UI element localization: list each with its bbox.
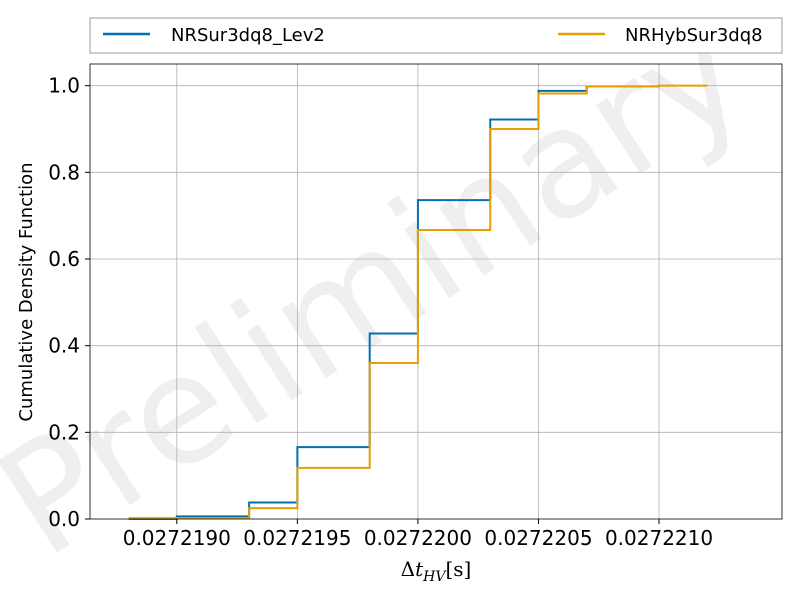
- y-axis-title: Cumulative Density Function: [16, 162, 37, 421]
- legend-label-nrhybsur: NRHybSur3dq8: [625, 25, 763, 46]
- series-line-nrhybsur3dq8: [128, 84, 708, 520]
- legend-box: [89, 17, 783, 54]
- x-tick-label: 0.0272190: [123, 526, 231, 550]
- x-tick-label: 0.0272200: [364, 526, 472, 550]
- y-tick-label: 0.0: [48, 507, 80, 531]
- y-tick-label: 0.2: [48, 420, 80, 444]
- x-ticks: 0.0272190 0.0272195 0.0272200 0.0272205 0.02…: [123, 519, 713, 550]
- plot-frame: [89, 63, 783, 520]
- x-tick-label: 0.0272195: [243, 526, 351, 550]
- legend-label-nrsur: NRSur3dq8_Lev2: [171, 25, 325, 46]
- x-axis-title: ΔtHV[s]: [401, 557, 472, 585]
- series-layer: [128, 84, 708, 520]
- x-axis-title-var: t: [415, 557, 424, 581]
- x-axis-title-sub: HV: [422, 569, 447, 585]
- y-tick-label: 0.6: [48, 247, 80, 271]
- x-tick-label: 0.0272205: [484, 526, 592, 550]
- y-tick-label: 0.4: [48, 334, 80, 358]
- y-tick-label: 0.8: [48, 160, 80, 184]
- y-ticks: 0.0 0.2 0.4 0.6 0.8 1.0: [48, 74, 90, 531]
- x-axis-title-delta: Δ: [401, 557, 415, 581]
- x-tick-label: 0.0272210: [605, 526, 713, 550]
- legend: NRSur3dq8_Lev2 NRHybSur3dq8: [89, 17, 783, 54]
- watermark-text: Preliminary: [0, 0, 775, 591]
- x-axis-title-unit: [s]: [445, 557, 471, 581]
- y-tick-label: 1.0: [48, 74, 80, 98]
